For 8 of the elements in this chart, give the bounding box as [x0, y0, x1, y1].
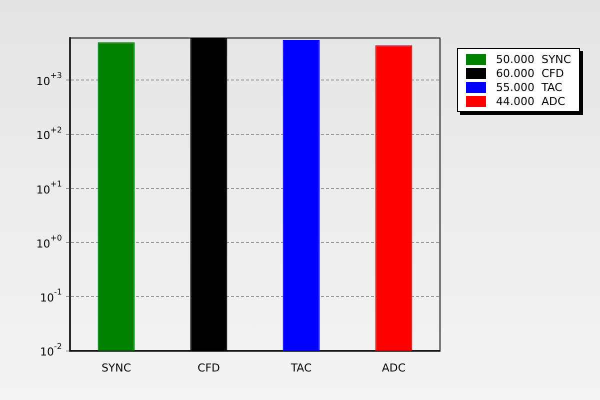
x-tick-label: CFD: [198, 361, 220, 374]
x-tick-label: TAC: [290, 361, 312, 374]
legend-label: 44.000 ADC: [496, 94, 566, 108]
x-tick-label: ADC: [382, 361, 406, 374]
legend-label: 60.000 CFD: [496, 66, 564, 80]
legend-label: 55.000 TAC: [496, 80, 562, 94]
x-tick-label: SYNC: [101, 361, 132, 374]
legend-label: 50.000 SYNC: [496, 52, 572, 66]
